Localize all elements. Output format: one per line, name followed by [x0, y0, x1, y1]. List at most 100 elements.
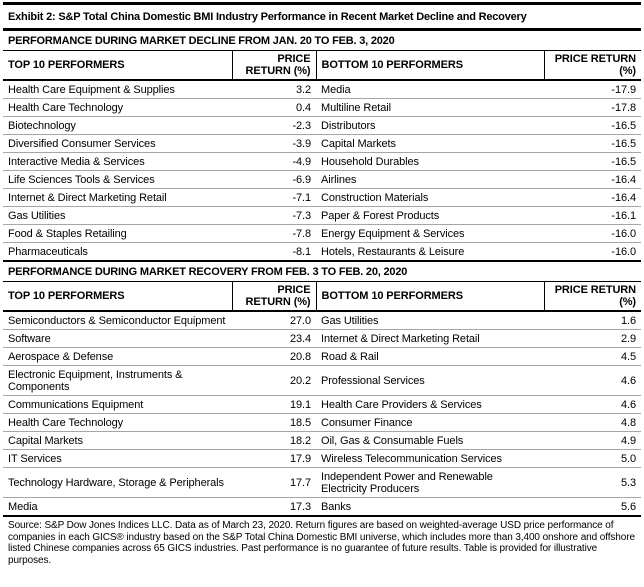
table-row: Aerospace & Defense 20.8 Road & Rail 4.5: [3, 347, 641, 366]
table-row: Internet & Direct Marketing Retail -7.1 …: [3, 188, 641, 207]
top-performer-return: 17.9: [232, 449, 316, 468]
bottom-performer-name: Hotels, Restaurants & Leisure: [316, 242, 544, 262]
table-row: Health Care Technology 18.5 Consumer Fin…: [3, 413, 641, 432]
top-performer-name: Diversified Consumer Services: [3, 134, 232, 153]
bottom-performer-return: -16.5: [544, 152, 641, 171]
bottom-performer-return: 4.8: [544, 413, 641, 432]
bottom-performer-return: 4.6: [544, 395, 641, 414]
top-performer-return: -7.8: [232, 224, 316, 243]
top-performer-name: Biotechnology: [3, 116, 232, 135]
table-row: Interactive Media & Services -4.9 Househ…: [3, 152, 641, 171]
column-header-price-return-bottom: PRICE RETURN (%): [543, 282, 641, 312]
top-performer-name: Semiconductors & Semiconductor Equipment: [3, 311, 232, 330]
decline-table: TOP 10 PERFORMERS PRICE RETURN (%) BOTTO…: [3, 51, 641, 262]
top-performer-name: Internet & Direct Marketing Retail: [3, 188, 232, 207]
top-performer-name: Life Sciences Tools & Services: [3, 170, 232, 189]
table-row: Food & Staples Retailing -7.8 Energy Equ…: [3, 224, 641, 243]
bottom-performer-return: -16.4: [544, 170, 641, 189]
bottom-performer-name: Independent Power and Renewable Electric…: [316, 467, 544, 498]
table-row: Gas Utilities -7.3 Paper & Forest Produc…: [3, 206, 641, 225]
bottom-performer-return: -16.1: [544, 206, 641, 225]
table-row: Health Care Technology 0.4 Multiline Ret…: [3, 98, 641, 117]
bottom-performer-name: Health Care Providers & Services: [316, 395, 544, 414]
recovery-table-body: Semiconductors & Semiconductor Equipment…: [3, 311, 641, 517]
top-performer-name: Software: [3, 329, 232, 348]
table-row: Technology Hardware, Storage & Periphera…: [3, 467, 641, 498]
exhibit-table: Exhibit 2: S&P Total China Domestic BMI …: [3, 2, 641, 570]
bottom-performer-name: Gas Utilities: [316, 311, 544, 330]
table-row: Biotechnology -2.3 Distributors -16.5: [3, 116, 641, 135]
top-performer-return: 3.2: [232, 80, 316, 99]
top-performer-return: 17.3: [232, 497, 316, 517]
table-row: Semiconductors & Semiconductor Equipment…: [3, 311, 641, 330]
bottom-performer-return: 4.5: [544, 347, 641, 366]
bottom-performer-return: 1.6: [544, 311, 641, 330]
decline-table-body: Health Care Equipment & Supplies 3.2 Med…: [3, 80, 641, 262]
bottom-performer-return: -16.4: [544, 188, 641, 207]
table-row: IT Services 17.9 Wireless Telecommunicat…: [3, 449, 641, 468]
bottom-performer-name: Paper & Forest Products: [316, 206, 544, 225]
bottom-performer-name: Household Durables: [316, 152, 544, 171]
column-header-top-performers: TOP 10 PERFORMERS: [3, 51, 232, 81]
bottom-performer-name: Multiline Retail: [316, 98, 544, 117]
bottom-performer-name: Oil, Gas & Consumable Fuels: [316, 431, 544, 450]
top-performer-return: 0.4: [232, 98, 316, 117]
bottom-performer-return: 2.9: [544, 329, 641, 348]
bottom-performer-return: -16.5: [544, 134, 641, 153]
table-row: Pharmaceuticals -8.1 Hotels, Restaurants…: [3, 242, 641, 262]
column-header-bottom-performers: BOTTOM 10 PERFORMERS: [315, 282, 544, 312]
top-performer-return: 20.8: [232, 347, 316, 366]
bottom-performer-return: -17.8: [544, 98, 641, 117]
top-performer-return: -8.1: [232, 242, 316, 262]
bottom-performer-return: 5.6: [544, 497, 641, 517]
bottom-performer-return: 4.6: [544, 365, 641, 396]
section-title-decline: PERFORMANCE DURING MARKET DECLINE FROM J…: [3, 31, 641, 51]
bottom-performer-return: 5.0: [544, 449, 641, 468]
recovery-table: TOP 10 PERFORMERS PRICE RETURN (%) BOTTO…: [3, 282, 641, 517]
bottom-performer-name: Media: [316, 80, 544, 99]
bottom-performer-name: Professional Services: [316, 365, 544, 396]
bottom-performer-return: -16.0: [544, 242, 641, 262]
top-performer-name: Health Care Equipment & Supplies: [3, 80, 232, 99]
column-header-price-return-top: PRICE RETURN (%): [231, 282, 316, 312]
bottom-performer-return: 5.3: [544, 467, 641, 498]
table-row: Software 23.4 Internet & Direct Marketin…: [3, 329, 641, 348]
top-performer-return: 20.2: [232, 365, 316, 396]
bottom-performer-return: -16.5: [544, 116, 641, 135]
top-performer-name: Communications Equipment: [3, 395, 232, 414]
top-performer-return: -6.9: [232, 170, 316, 189]
top-performer-return: -4.9: [232, 152, 316, 171]
table-row: Life Sciences Tools & Services -6.9 Airl…: [3, 170, 641, 189]
top-performer-name: Pharmaceuticals: [3, 242, 232, 262]
table-row: Health Care Equipment & Supplies 3.2 Med…: [3, 80, 641, 99]
source-footnote: Source: S&P Dow Jones Indices LLC. Data …: [8, 520, 635, 566]
top-performer-name: Capital Markets: [3, 431, 232, 450]
column-header-bottom-performers: BOTTOM 10 PERFORMERS: [315, 51, 544, 81]
bottom-performer-name: Road & Rail: [316, 347, 544, 366]
section-title-recovery: PERFORMANCE DURING MARKET RECOVERY FROM …: [3, 262, 641, 282]
top-performer-return: -7.3: [232, 206, 316, 225]
bottom-performer-name: Capital Markets: [316, 134, 544, 153]
top-performer-name: Gas Utilities: [3, 206, 232, 225]
top-performer-return: 17.7: [232, 467, 316, 498]
bottom-performer-return: 4.9: [544, 431, 641, 450]
top-performer-name: IT Services: [3, 449, 232, 468]
column-header-price-return-bottom: PRICE RETURN (%): [543, 51, 641, 81]
top-performer-return: 23.4: [232, 329, 316, 348]
decline-table-header: TOP 10 PERFORMERS PRICE RETURN (%) BOTTO…: [3, 51, 641, 81]
top-performer-return: 18.5: [232, 413, 316, 432]
bottom-performer-name: Energy Equipment & Services: [316, 224, 544, 243]
top-performer-return: 18.2: [232, 431, 316, 450]
top-performer-name: Health Care Technology: [3, 98, 232, 117]
exhibit-title: Exhibit 2: S&P Total China Domestic BMI …: [3, 5, 641, 31]
table-row: Media 17.3 Banks 5.6: [3, 497, 641, 517]
top-performer-return: 27.0: [232, 311, 316, 330]
header-row: TOP 10 PERFORMERS PRICE RETURN (%) BOTTO…: [3, 282, 641, 312]
top-performer-name: Interactive Media & Services: [3, 152, 232, 171]
bottom-performer-name: Internet & Direct Marketing Retail: [316, 329, 544, 348]
bottom-performer-name: Airlines: [316, 170, 544, 189]
header-row: TOP 10 PERFORMERS PRICE RETURN (%) BOTTO…: [3, 51, 641, 81]
recovery-table-header: TOP 10 PERFORMERS PRICE RETURN (%) BOTTO…: [3, 282, 641, 312]
bottom-performer-name: Consumer Finance: [316, 413, 544, 432]
